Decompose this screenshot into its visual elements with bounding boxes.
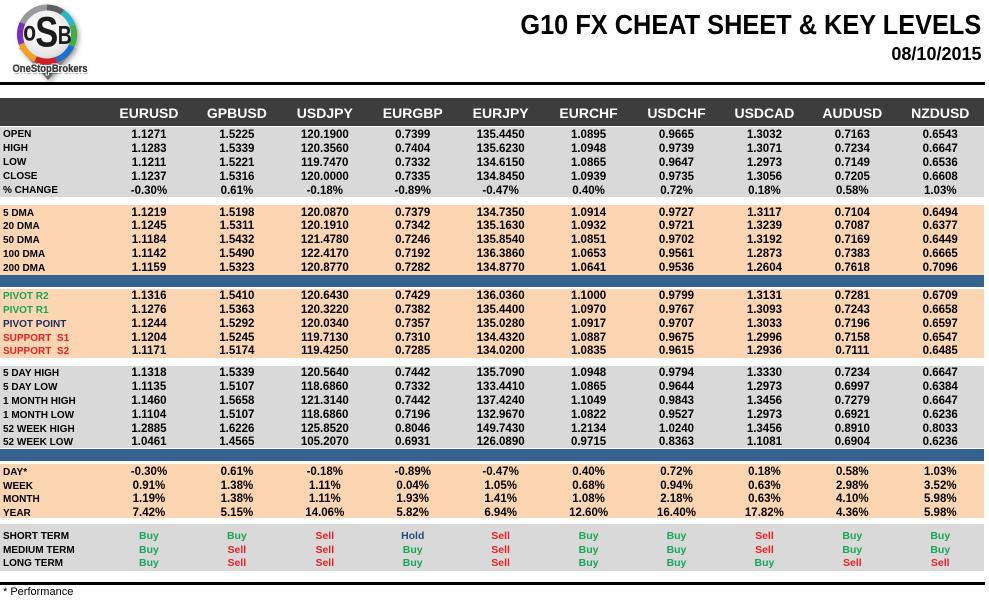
svg-text:o: o (23, 16, 36, 47)
svg-text:B: B (58, 20, 72, 50)
svg-text:S: S (35, 9, 58, 56)
